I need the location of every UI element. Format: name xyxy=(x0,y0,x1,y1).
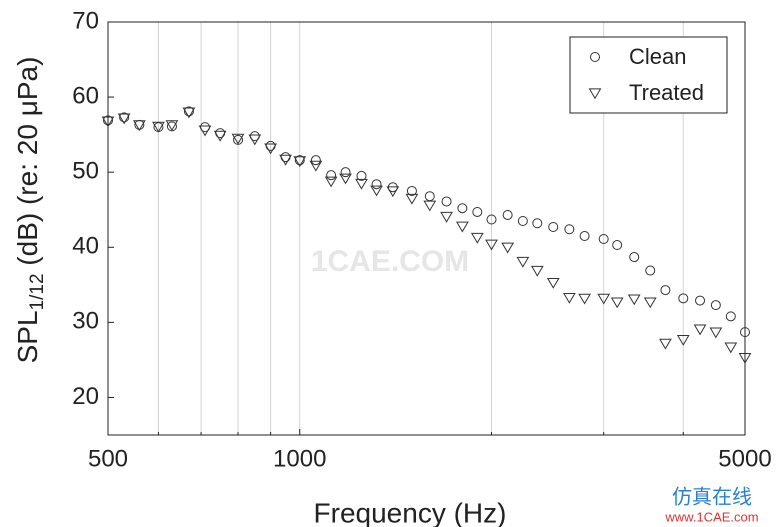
marker xyxy=(231,133,245,145)
marker xyxy=(579,231,590,242)
marker xyxy=(370,185,383,197)
marker xyxy=(470,232,484,244)
marker xyxy=(629,252,640,263)
y-tick-label: 40 xyxy=(72,233,99,260)
marker xyxy=(441,196,452,207)
marker xyxy=(455,221,469,233)
marker xyxy=(264,143,277,155)
marker xyxy=(103,115,113,126)
marker xyxy=(119,112,130,123)
marker xyxy=(293,156,307,168)
marker xyxy=(117,113,131,125)
footer-title: 仿真在线 xyxy=(672,485,752,508)
marker xyxy=(485,239,498,251)
marker xyxy=(423,200,437,212)
marker xyxy=(457,203,468,214)
marker xyxy=(183,106,194,117)
marker xyxy=(724,342,738,354)
marker xyxy=(548,221,559,232)
marker xyxy=(502,209,513,220)
marker xyxy=(152,121,165,133)
y-tick-label: 20 xyxy=(72,383,99,410)
marker xyxy=(597,293,611,305)
marker xyxy=(339,173,352,185)
marker xyxy=(612,240,623,251)
marker xyxy=(564,224,575,235)
marker xyxy=(324,176,338,188)
y-label-main: SPL xyxy=(12,310,43,363)
y-tick-label: 60 xyxy=(72,82,99,109)
marker xyxy=(371,179,382,190)
marker xyxy=(472,206,483,217)
marker xyxy=(659,338,672,350)
marker xyxy=(516,256,530,268)
marker xyxy=(280,152,291,163)
marker xyxy=(710,300,721,311)
y-axis-label: SPL1/12 (dB) (re: 20 μPa) xyxy=(12,57,48,364)
marker xyxy=(532,218,543,229)
marker xyxy=(326,170,337,181)
marker xyxy=(709,327,723,339)
marker xyxy=(738,353,752,364)
marker xyxy=(517,215,528,226)
marker xyxy=(101,116,115,128)
legend-label: Clean xyxy=(629,44,686,69)
watermark: 1CAE.COM xyxy=(311,245,469,278)
x-tick-label: 5000 xyxy=(718,445,771,472)
marker xyxy=(501,242,515,254)
marker xyxy=(182,107,196,119)
marker xyxy=(132,120,146,132)
marker xyxy=(386,186,400,198)
y-tick-label: 50 xyxy=(72,158,99,185)
y-tick-label: 70 xyxy=(72,7,99,34)
x-tick-label: 1000 xyxy=(273,445,326,472)
legend-label: Treated xyxy=(629,80,704,105)
marker xyxy=(678,293,689,304)
legend-marker xyxy=(588,88,602,100)
marker xyxy=(215,128,226,139)
plot-frame xyxy=(107,21,746,436)
legend-marker xyxy=(590,52,600,62)
marker xyxy=(740,327,750,338)
footer-url: www.1CAE.com xyxy=(664,509,758,524)
marker xyxy=(645,265,656,276)
marker xyxy=(248,134,262,146)
marker xyxy=(676,335,690,346)
marker xyxy=(310,155,321,166)
marker xyxy=(530,265,544,277)
marker xyxy=(598,234,609,245)
marker xyxy=(340,167,351,178)
y-tick-label: 30 xyxy=(72,308,99,335)
marker xyxy=(695,295,706,306)
y-label-sub: 1/12 xyxy=(27,273,48,310)
x-tick-label: 500 xyxy=(88,445,128,472)
marker xyxy=(165,120,179,132)
legend-box xyxy=(569,36,728,114)
marker xyxy=(546,277,560,289)
marker xyxy=(406,185,417,196)
marker xyxy=(213,130,227,142)
marker xyxy=(356,170,367,181)
marker xyxy=(198,125,212,137)
marker xyxy=(424,191,435,202)
marker xyxy=(440,211,453,223)
marker xyxy=(693,324,707,336)
marker xyxy=(643,297,657,309)
marker xyxy=(610,297,624,309)
marker xyxy=(486,214,497,225)
marker xyxy=(355,178,368,190)
marker xyxy=(309,160,323,172)
marker xyxy=(562,292,576,304)
marker xyxy=(660,285,671,296)
marker xyxy=(294,155,305,166)
marker xyxy=(627,294,641,306)
marker xyxy=(279,154,292,166)
marker xyxy=(725,311,736,322)
y-label-rest: (dB) (re: 20 μPa) xyxy=(12,57,43,274)
x-axis-label: Frequency (Hz) xyxy=(314,497,507,527)
marker xyxy=(578,293,591,305)
marker xyxy=(405,193,419,205)
